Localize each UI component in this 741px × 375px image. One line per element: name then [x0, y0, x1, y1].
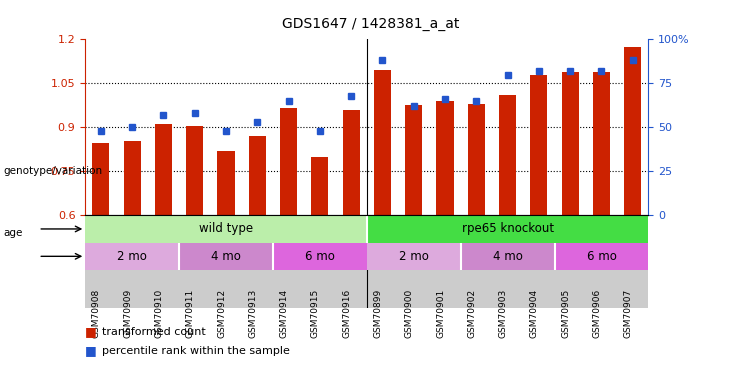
Text: genotype/variation: genotype/variation [4, 166, 103, 176]
Text: 2 mo: 2 mo [399, 250, 428, 263]
Text: 4 mo: 4 mo [493, 250, 522, 263]
Bar [311, 157, 328, 215]
Text: wild type: wild type [199, 222, 253, 236]
Bar [217, 151, 235, 215]
Bar [468, 104, 485, 215]
Text: 6 mo: 6 mo [587, 250, 617, 263]
Bar [92, 144, 110, 215]
Bar [554, 243, 648, 270]
Bar [367, 243, 461, 270]
Text: 4 mo: 4 mo [211, 250, 241, 263]
Text: 2 mo: 2 mo [117, 250, 147, 263]
Bar [280, 108, 297, 215]
Bar [373, 70, 391, 215]
Text: ■: ■ [85, 326, 97, 338]
Bar [85, 215, 367, 243]
Bar [179, 243, 273, 270]
Text: percentile rank within the sample: percentile rank within the sample [102, 346, 290, 355]
Bar [624, 47, 642, 215]
Bar [342, 110, 359, 215]
Bar [436, 101, 453, 215]
Text: rpe65 knockout: rpe65 knockout [462, 222, 554, 236]
Text: transformed count: transformed count [102, 327, 205, 337]
Bar [186, 126, 203, 215]
Bar [367, 215, 648, 243]
Bar [461, 243, 554, 270]
Bar [531, 75, 548, 215]
Bar [562, 72, 579, 215]
Bar [124, 141, 141, 215]
Bar [499, 95, 516, 215]
Bar [273, 243, 367, 270]
Bar [155, 124, 172, 215]
Text: 6 mo: 6 mo [305, 250, 335, 263]
Bar [249, 136, 266, 215]
Text: age: age [4, 228, 23, 237]
Bar [85, 243, 179, 270]
Bar [593, 72, 610, 215]
Text: ■: ■ [85, 344, 97, 357]
Text: GDS1647 / 1428381_a_at: GDS1647 / 1428381_a_at [282, 17, 459, 31]
Bar [405, 105, 422, 215]
